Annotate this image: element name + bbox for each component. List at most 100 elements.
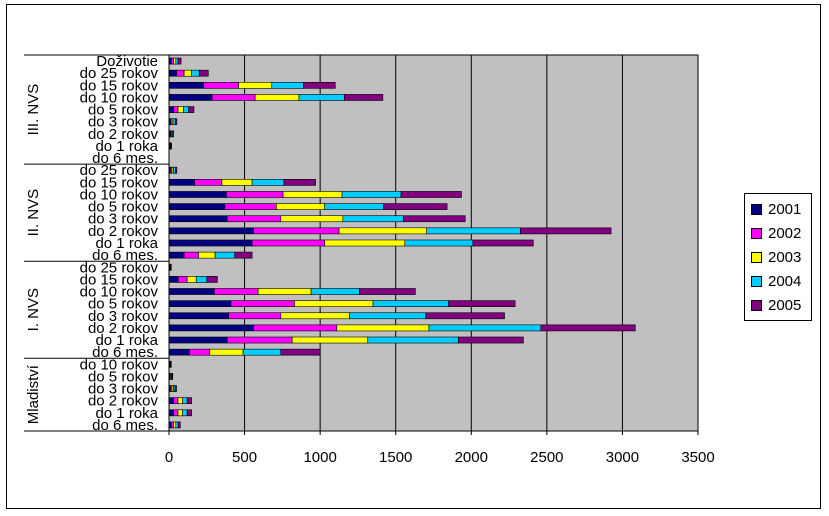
category-label: do 10 rokov — [80, 186, 159, 203]
bar-segment-2001 — [168, 94, 213, 101]
legend-swatch — [751, 299, 762, 311]
category-label: do 5 rokov — [88, 199, 159, 216]
bar-segment-2001 — [168, 324, 254, 332]
group-label: II. NVS — [25, 189, 42, 237]
bar-segment-2003 — [324, 239, 406, 247]
bar-segment-2004 — [242, 348, 282, 356]
category-label: do 1 roka — [95, 138, 158, 155]
bar-segment-2005 — [174, 385, 177, 392]
bar-segment-2003 — [173, 57, 177, 65]
labels-layer: 0 500 1000 1500 2000 2500 3000 3500Doživotiedo … — [25, 53, 715, 466]
bar-segment-2002 — [177, 276, 188, 283]
x-tick-label: 500 — [232, 449, 257, 466]
legend-item-2004: 2004 — [751, 271, 811, 291]
bar-segment-2005 — [283, 179, 316, 186]
bar-segment-2005 — [280, 348, 321, 356]
bar-segment-2002 — [214, 288, 259, 295]
bar-segment-2002 — [230, 300, 295, 307]
bar-segment-2002 — [251, 239, 325, 247]
x-tick-label: 2500 — [530, 449, 563, 466]
category-label: do 15 rokov — [80, 271, 159, 288]
bar-segment-2003 — [282, 191, 343, 198]
group-label: Mladiství — [25, 364, 42, 424]
bar-segment-2001 — [168, 251, 185, 259]
category-label: do 2 rokov — [88, 126, 159, 143]
bar-segment-2001 — [168, 288, 215, 295]
bar-segment-2003 — [177, 397, 183, 405]
bar-segment-2001 — [168, 276, 179, 283]
bar-segment-2001 — [168, 81, 205, 89]
category-label: do 25 rokov — [80, 259, 159, 276]
bar-segment-2004 — [310, 288, 360, 295]
category-label: do 1 roka — [95, 405, 158, 422]
bar-segment-2003 — [209, 348, 244, 356]
category-label: do 10 rokov — [80, 89, 159, 106]
bar-segment-2004 — [426, 227, 521, 235]
group-label: I. NVS — [25, 288, 42, 331]
legend-item-2003: 2003 — [751, 247, 811, 267]
bar-segment-2003 — [291, 336, 369, 344]
x-tick-label: 3500 — [681, 449, 714, 466]
bar-segment-2003 — [276, 203, 325, 210]
bar-segment-2001 — [168, 409, 174, 417]
bar-segment-2002 — [170, 421, 174, 429]
category-label: do 10 rokov — [80, 356, 159, 373]
bar-segment-2003 — [257, 288, 312, 295]
bar-segment-2002 — [253, 227, 340, 235]
bar-segment-2002 — [228, 312, 282, 320]
bar-segment-2002 — [189, 348, 211, 356]
legend-swatch — [751, 227, 762, 239]
bar-segment-2005 — [540, 324, 636, 332]
legend-item-2005: 2005 — [751, 295, 811, 315]
category-label: do 25 rokov — [80, 65, 159, 82]
bar-segment-2005 — [177, 57, 182, 65]
bar-segment-2004 — [341, 191, 402, 198]
bar-segment-2002 — [203, 81, 239, 89]
bar-segment-2004 — [182, 397, 188, 405]
bar-segment-2005 — [402, 215, 466, 223]
bar-segment-2003 — [198, 251, 216, 259]
legend-label: 2002 — [768, 224, 802, 242]
legend-swatch — [751, 275, 762, 287]
bar-segment-2003 — [294, 300, 374, 307]
bar-segment-2005 — [186, 409, 192, 417]
x-tick-label: 3000 — [606, 449, 639, 466]
category-label: do 6 mes. — [92, 150, 158, 167]
bar-segment-2004 — [271, 81, 304, 89]
category-label: do 3 rokov — [88, 211, 159, 228]
bar-segment-2003 — [238, 81, 273, 89]
category-label: do 5 rokov — [88, 296, 159, 313]
bar-segment-2004 — [251, 179, 285, 186]
bar-segment-2004 — [175, 421, 179, 429]
bar-segment-2004 — [372, 300, 449, 307]
bar-segment-2004 — [342, 215, 404, 223]
category-label: do 2 rokov — [88, 223, 159, 240]
category-label: do 6 mes. — [92, 417, 158, 434]
bar-segment-2005 — [175, 166, 178, 174]
bar-segment-2001 — [168, 348, 190, 356]
bar-segment-2002 — [211, 94, 256, 101]
bar-segment-2005 — [448, 300, 516, 307]
legend-swatch — [751, 203, 762, 215]
category-label: do 3 rokov — [88, 308, 159, 325]
bar-segment-2001 — [168, 69, 177, 77]
x-tick-label: 1000 — [303, 449, 336, 466]
legend-label: 2005 — [768, 296, 802, 314]
bar-segment-2004 — [175, 57, 179, 65]
bar-segment-2001 — [168, 336, 228, 344]
category-label: do 2 rokov — [88, 393, 159, 410]
legend-label: 2004 — [768, 272, 802, 290]
bar-segment-2005 — [206, 276, 218, 283]
bar-segment-2005 — [303, 81, 336, 89]
bar-segment-2002 — [176, 69, 185, 77]
category-label: do 5 rokov — [88, 368, 159, 385]
bar-segment-2004 — [298, 94, 345, 101]
bar-segment-2005 — [344, 94, 384, 101]
bar-segment-2005 — [472, 239, 534, 247]
category-label: do 25 rokov — [80, 162, 159, 179]
bar-segment-2004 — [191, 69, 200, 77]
bar-segment-2005 — [172, 130, 174, 138]
bar-segment-2001 — [168, 227, 254, 235]
bar-segment-2002 — [194, 179, 223, 186]
